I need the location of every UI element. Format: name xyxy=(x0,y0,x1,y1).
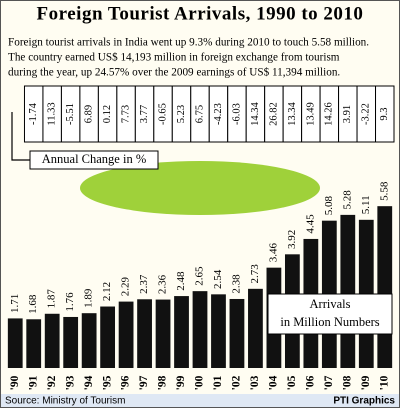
change-label-value: -5.51 xyxy=(65,103,76,125)
value-label: 2.12 xyxy=(101,282,113,301)
change-label-value: 3.91 xyxy=(342,105,353,123)
value-label: 5.11 xyxy=(360,195,372,214)
source: Source: Ministry of Tourism xyxy=(5,396,125,407)
x-tick-label: '00 xyxy=(194,375,206,390)
footer xyxy=(1,394,399,407)
bar xyxy=(26,319,42,368)
value-label: 2.38 xyxy=(230,274,242,294)
body-text: Foreign tourist arrivals in India went u… xyxy=(8,37,369,49)
bar xyxy=(44,313,60,368)
x-tick-label: '06 xyxy=(304,375,316,390)
bar xyxy=(340,214,356,368)
value-label: 5.08 xyxy=(323,196,335,216)
value-label: 2.54 xyxy=(212,269,224,289)
value-label: 5.28 xyxy=(341,190,353,210)
x-tick-label: '99 xyxy=(175,375,187,390)
bar xyxy=(174,296,189,368)
change-label-value: -0.65 xyxy=(157,103,168,125)
x-tick-label: '91 xyxy=(27,375,39,390)
x-tick-label: '95 xyxy=(101,375,113,390)
value-label: 2.48 xyxy=(175,271,187,291)
x-tick-label: '10 xyxy=(378,375,390,390)
x-tick-label: '05 xyxy=(286,375,298,390)
value-label: 2.65 xyxy=(194,266,206,286)
x-tick-label: '90 xyxy=(9,375,21,390)
chart-title: Foreign Tourist Arrivals, 1990 to 2010 xyxy=(37,3,364,24)
x-tick-label: '07 xyxy=(323,375,335,390)
change-label-value: -3.22 xyxy=(361,103,372,125)
value-label: 1.87 xyxy=(46,289,58,309)
change-label-value: 14.34 xyxy=(250,101,261,125)
change-label-value: 26.82 xyxy=(268,102,279,126)
x-tick-label: '92 xyxy=(46,375,58,390)
value-label: 1.89 xyxy=(83,288,95,308)
value-label: 1.76 xyxy=(64,292,76,312)
bar xyxy=(81,313,97,368)
value-label: 1.71 xyxy=(9,294,21,313)
value-label: 3.92 xyxy=(286,230,298,249)
change-label-value: 9.3 xyxy=(379,107,390,120)
change-label-value: 0.12 xyxy=(102,105,113,123)
bar xyxy=(63,316,79,368)
x-tick-label: '97 xyxy=(138,375,150,390)
x-tick-label: '08 xyxy=(341,375,353,390)
x-tick-label: '93 xyxy=(64,375,76,390)
value-label: 2.73 xyxy=(249,264,261,284)
values-label-box xyxy=(267,293,393,335)
change-label-value: 11.33 xyxy=(47,102,58,125)
value-label: 4.45 xyxy=(304,214,316,234)
change-label-value: 13.49 xyxy=(305,102,316,126)
change-label-value: 3.77 xyxy=(139,105,150,123)
x-tick-label: '04 xyxy=(268,375,280,390)
bar xyxy=(7,318,23,368)
x-tick-label: '02 xyxy=(231,375,243,390)
change-label-value: 6.89 xyxy=(84,105,95,123)
bar xyxy=(100,306,116,368)
change-label-box xyxy=(29,150,159,170)
bracket xyxy=(11,112,30,161)
value-label: 2.29 xyxy=(120,276,132,296)
bar xyxy=(137,299,152,368)
bar xyxy=(118,301,134,368)
values-label: Arrivals xyxy=(310,297,351,311)
x-tick-label: '03 xyxy=(249,375,261,390)
value-label: 2.37 xyxy=(138,274,150,294)
value-label: 2.36 xyxy=(157,274,169,294)
x-tick-label: '09 xyxy=(360,375,372,390)
value-label: 5.58 xyxy=(378,181,390,201)
change-label-value: 13.34 xyxy=(287,101,298,125)
body-text: during the year, up 24.57% over the 2009… xyxy=(8,67,340,79)
bar xyxy=(211,294,226,368)
bar xyxy=(192,291,208,368)
change-label-value: 14.26 xyxy=(324,102,335,126)
body-text: The country earned US$ 14,193 million in… xyxy=(8,52,340,64)
values-label: in Million Numbers xyxy=(280,315,379,329)
bar xyxy=(229,298,245,368)
change-label-value: -4.23 xyxy=(213,103,224,125)
value-label: 3.46 xyxy=(267,243,279,263)
bar xyxy=(155,299,171,368)
change-label-value: -6.03 xyxy=(231,103,242,125)
x-tick-label: '98 xyxy=(157,375,169,390)
decoration xyxy=(80,161,320,215)
x-tick-label: '96 xyxy=(120,375,132,390)
change-box xyxy=(375,85,395,143)
x-tick-label: '94 xyxy=(83,375,95,390)
x-tick-label: '01 xyxy=(212,375,224,390)
credit: PTI Graphics xyxy=(333,396,395,407)
change-label: Annual Change in % xyxy=(42,152,147,166)
change-label-value: 6.75 xyxy=(194,105,205,123)
value-label: 1.68 xyxy=(27,294,39,314)
change-label-value: 5.23 xyxy=(176,105,187,123)
bar xyxy=(377,206,393,368)
change-label-value: 7.73 xyxy=(121,105,132,123)
bar xyxy=(248,288,263,368)
change-label-value: -1.74 xyxy=(28,102,39,125)
